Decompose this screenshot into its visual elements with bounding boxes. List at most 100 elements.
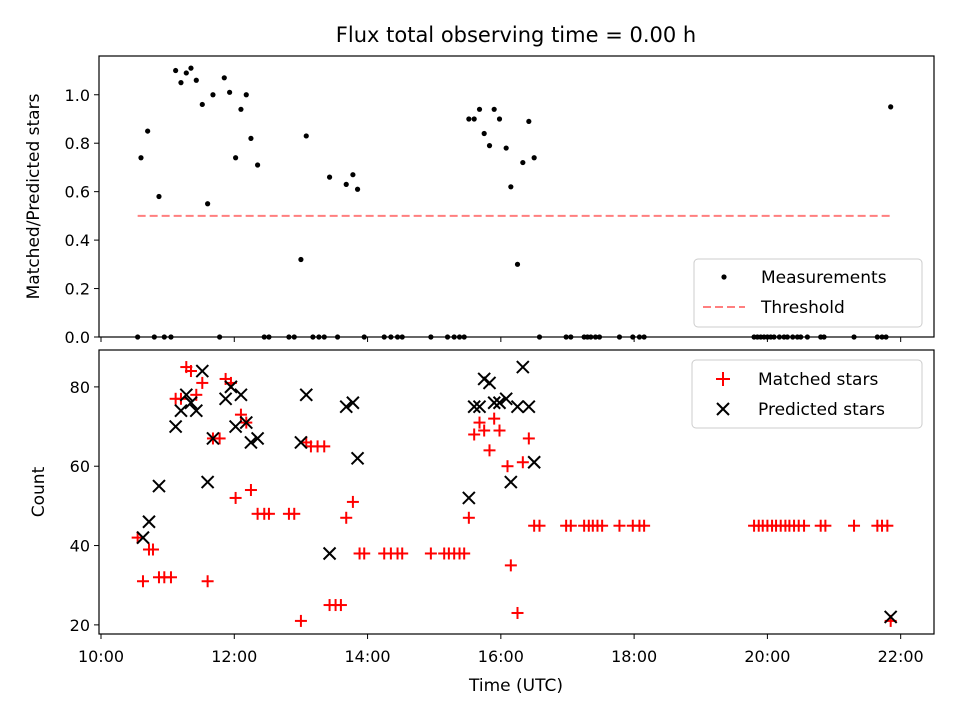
measurement-point xyxy=(326,174,333,180)
matched-star-point xyxy=(493,424,506,437)
measurement-point xyxy=(205,201,211,207)
legend-measurements-label: Measurements xyxy=(761,268,887,288)
predicted-star-point xyxy=(499,392,513,406)
measurement-point xyxy=(199,101,205,108)
bottom-x-tick-label: 14:00 xyxy=(345,647,391,666)
legend-matched-label: Matched stars xyxy=(758,370,878,390)
top-y-tick-label: 1.0 xyxy=(65,86,90,105)
matched-star-point xyxy=(613,519,626,532)
x-axis-label: Time (UTC) xyxy=(468,676,563,696)
measurement-point xyxy=(476,106,483,112)
predicted-star-point xyxy=(487,396,501,410)
matched-star-point xyxy=(473,416,486,429)
measurement-point xyxy=(243,92,249,98)
measurement-point xyxy=(145,128,151,134)
measurement-point xyxy=(248,135,254,141)
top-y-tick-label: 0.0 xyxy=(65,328,90,347)
measurement-point xyxy=(188,65,194,71)
measurement-point xyxy=(233,155,239,161)
measurement-point xyxy=(503,145,509,151)
bottom-plot-frame xyxy=(98,349,935,635)
measurement-point xyxy=(508,184,514,190)
matched-star-point xyxy=(819,519,832,532)
matched-star-point xyxy=(501,460,514,473)
measurement-point xyxy=(183,70,189,76)
matched-star-point xyxy=(478,424,491,437)
predicted-star-point xyxy=(883,610,898,624)
matched-star-point xyxy=(881,519,894,532)
top-y-tick-label: 0.6 xyxy=(65,183,90,202)
bottom-y-tick-label: 80 xyxy=(70,378,90,397)
measurement-point xyxy=(178,80,184,86)
measurement-point xyxy=(298,256,304,263)
legend-predicted-label: Predicted stars xyxy=(758,400,885,420)
matched-star-point xyxy=(358,547,371,560)
matched-star-point xyxy=(424,547,437,560)
measurement-point xyxy=(227,89,233,95)
predicted-star-point xyxy=(522,400,536,414)
matched-star-point xyxy=(533,519,546,532)
measurement-point xyxy=(193,77,199,83)
chart-title: Flux total observing time = 0.00 h xyxy=(336,23,696,47)
measurement-point xyxy=(466,116,472,122)
measurement-point xyxy=(531,155,537,161)
top-y-tick-label: 0.2 xyxy=(65,280,90,299)
predicted-star-point xyxy=(527,455,541,469)
measurement-point xyxy=(526,118,532,125)
top-panel: 0.0 0.2 0.4 0.6 0.8 1.0 Matched/Predicted sta… xyxy=(24,55,935,347)
matched-star-point xyxy=(848,519,861,532)
predicted-star-point xyxy=(168,419,183,434)
predicted-star-point xyxy=(346,396,360,410)
legend-predicted-marker xyxy=(716,402,730,416)
predicted-star-point xyxy=(189,403,204,418)
matched-star-point xyxy=(483,444,496,457)
measurement-point xyxy=(156,193,162,200)
predicted-star-point xyxy=(462,491,476,505)
predicted-star-point xyxy=(136,530,150,545)
matched-star-point xyxy=(136,575,149,588)
measurement-point xyxy=(491,106,497,112)
bottom-x-tick-label: 22:00 xyxy=(878,647,924,666)
bottom-x-tick-label: 16:00 xyxy=(478,647,524,666)
predicted-star-point xyxy=(234,388,248,402)
matched-star-point xyxy=(516,456,529,469)
predicted-star-point xyxy=(504,475,518,489)
measurement-point xyxy=(514,261,521,267)
measurement-point xyxy=(496,116,503,122)
predicted-star-point xyxy=(339,400,353,414)
matched-star-point xyxy=(229,491,242,504)
bottom-y-tick-label: 40 xyxy=(70,537,90,556)
top-y-tick-label: 0.4 xyxy=(65,231,90,250)
predicted-star-point xyxy=(467,400,481,414)
predicted-star-point xyxy=(299,388,313,402)
matched-star-point xyxy=(244,484,257,497)
predicted-star-point xyxy=(174,403,188,418)
matched-star-point xyxy=(201,575,214,588)
measurement-point xyxy=(138,155,144,161)
predicted-star-point xyxy=(350,451,365,465)
predicted-star-point xyxy=(195,364,209,378)
predicted-star-point xyxy=(152,479,166,493)
predicted-star-point xyxy=(482,376,497,390)
measurement-point xyxy=(520,159,526,166)
measurement-point xyxy=(350,172,356,178)
matched-star-point xyxy=(522,432,535,445)
predicted-star-point xyxy=(250,431,265,446)
matched-star-point xyxy=(334,599,347,612)
measurement-point xyxy=(210,92,216,98)
measurement-point xyxy=(481,130,487,137)
top-plot-frame xyxy=(98,55,935,338)
matched-star-point xyxy=(164,571,177,584)
predicted-star-point xyxy=(492,396,507,410)
legend-threshold-label: Threshold xyxy=(760,298,845,318)
bottom-y-tick-label: 60 xyxy=(70,457,90,476)
predicted-star-point xyxy=(472,400,487,414)
matched-star-point xyxy=(184,365,197,378)
top-y-axis-label: Matched/Predicted stars xyxy=(24,93,44,299)
predicted-star-point xyxy=(322,546,337,561)
bottom-x-tick-label: 10:00 xyxy=(78,647,124,666)
matched-star-point xyxy=(564,519,577,532)
predicted-star-point xyxy=(224,380,238,394)
bottom-x-tick-label: 18:00 xyxy=(611,647,657,666)
